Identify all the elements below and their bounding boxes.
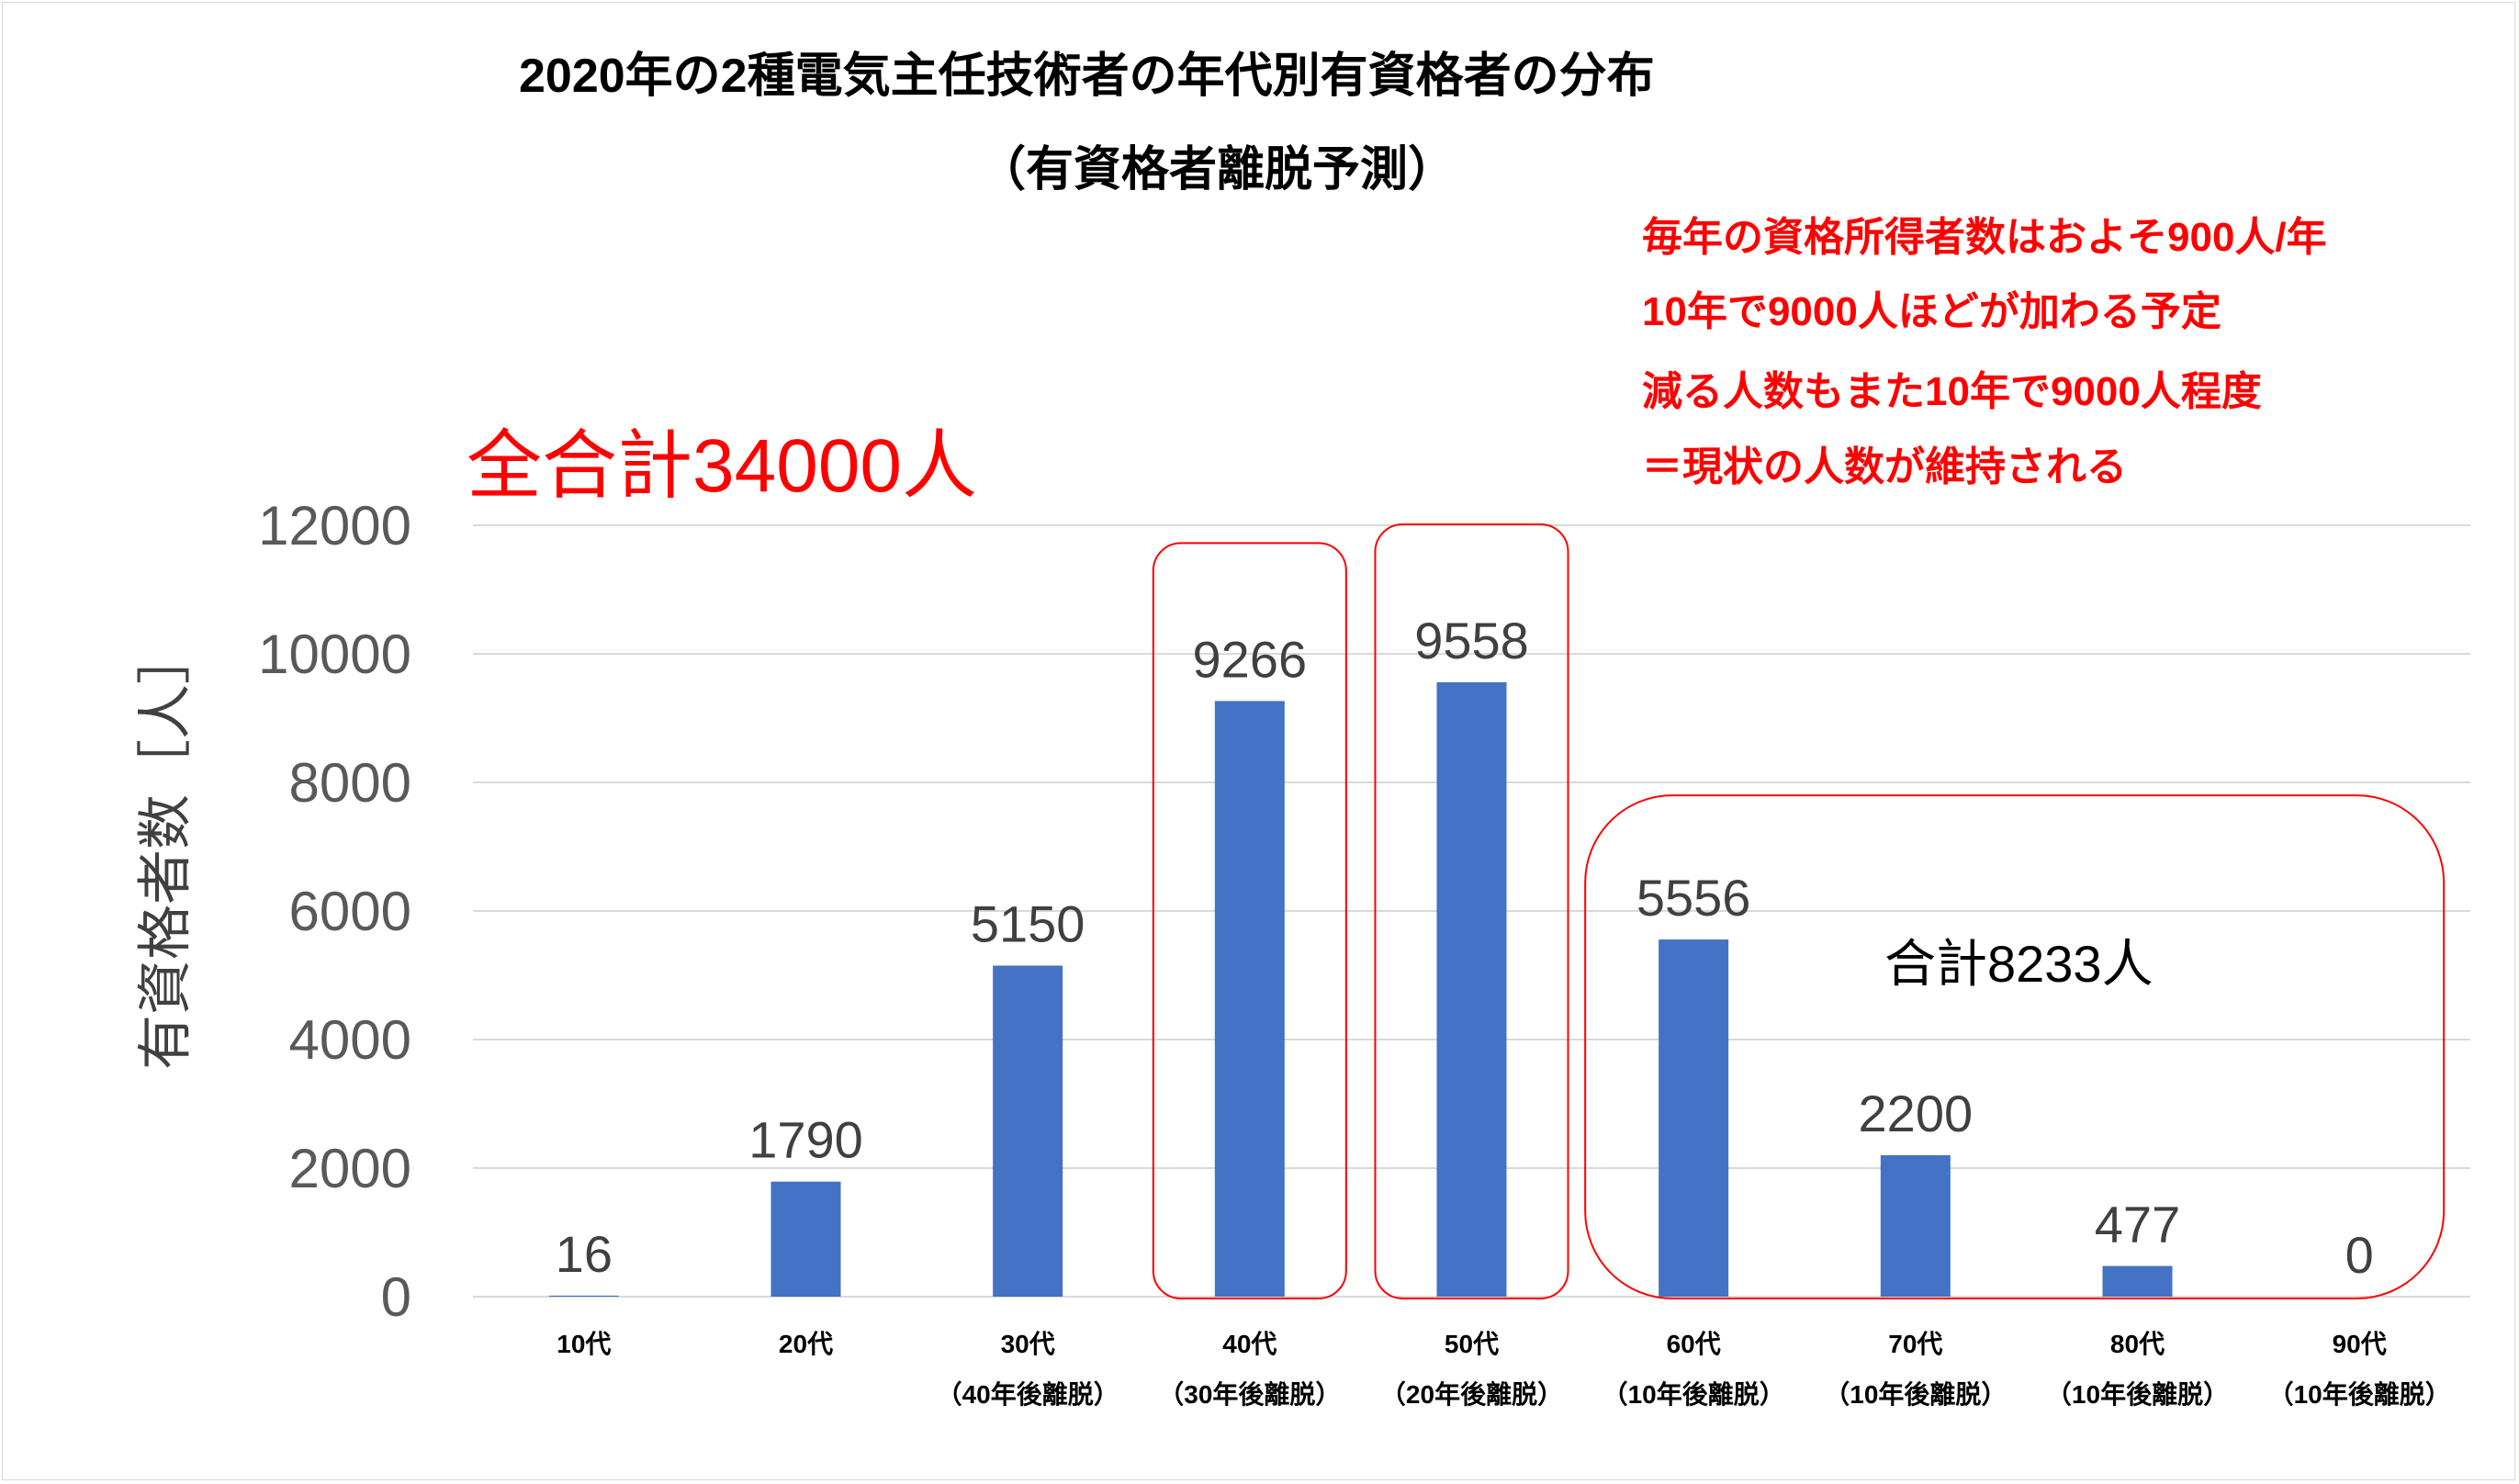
chart-title: 2020年の2種電気主任技術者の年代別有資格者の分布	[519, 50, 1655, 103]
x-tick-sublabel: （10年後離脱）	[2046, 1379, 2229, 1409]
x-tick-label: 10代	[557, 1330, 611, 1358]
bar	[1659, 939, 1729, 1297]
x-tick-label: 70代	[1888, 1330, 1942, 1358]
y-tick-label: 4000	[289, 1009, 411, 1071]
annotation-note-4: ＝現状の人数が維持される	[1642, 444, 2127, 489]
data-label: 5150	[971, 895, 1085, 953]
data-label: 2200	[1859, 1085, 1974, 1142]
x-tick-sublabel: （40年後離脱）	[937, 1379, 1119, 1409]
annotation-note-1: 毎年の資格所得者数はおよそ900人/年	[1642, 215, 2327, 260]
y-tick-label: 12000	[258, 495, 411, 556]
bar	[770, 1181, 841, 1297]
x-tick-label: 60代	[1667, 1330, 1721, 1358]
data-label: 9266	[1193, 630, 1308, 688]
x-tick-label: 30代	[1001, 1330, 1055, 1358]
x-tick-label: 90代	[2333, 1330, 2387, 1358]
x-tick-label: 40代	[1222, 1330, 1276, 1358]
data-label: 9558	[1414, 612, 1529, 669]
x-tick-label: 50代	[1445, 1330, 1499, 1358]
annotation-note-3: 減る人数もまた10年で9000人程度	[1642, 369, 2262, 414]
y-tick-label: 0	[381, 1266, 411, 1328]
bar	[993, 965, 1063, 1297]
subtotal-annotation: 合計8233人	[1884, 935, 2154, 993]
y-tick-label: 6000	[289, 881, 411, 942]
grand-total-annotation: 全合計34000人	[467, 424, 978, 508]
bar	[2102, 1265, 2173, 1297]
data-label: 0	[2345, 1226, 2374, 1284]
x-tick-sublabel: （10年後離脱）	[1602, 1379, 1785, 1409]
x-tick-sublabel: （10年後離脱）	[1824, 1379, 2007, 1409]
data-label: 477	[2095, 1196, 2180, 1254]
x-tick-sublabel: （20年後離脱）	[1380, 1379, 1563, 1409]
data-label: 5556	[1636, 869, 1751, 927]
y-tick-label: 8000	[289, 752, 411, 814]
data-label: 1790	[748, 1111, 863, 1169]
highlight-box	[1374, 523, 1569, 1299]
bar	[1214, 701, 1285, 1297]
x-tick-label: 80代	[2110, 1330, 2165, 1358]
bar	[1436, 681, 1507, 1297]
x-tick-sublabel: （30年後離脱）	[1158, 1379, 1341, 1409]
highlight-box	[1152, 542, 1347, 1299]
annotation-note-2: 10年で9000人ほどが加わる予定	[1642, 289, 2221, 334]
data-label: 16	[556, 1225, 613, 1283]
x-tick-sublabel: （10年後離脱）	[2268, 1379, 2451, 1409]
y-tick-label: 10000	[258, 624, 411, 685]
bar	[548, 1295, 619, 1297]
y-tick-label: 2000	[289, 1138, 411, 1199]
bar	[1880, 1155, 1951, 1297]
highlight-box	[1584, 794, 2446, 1299]
x-tick-label: 20代	[779, 1330, 833, 1358]
chart-subtitle: （有資格者離脱予測）	[978, 143, 1456, 197]
